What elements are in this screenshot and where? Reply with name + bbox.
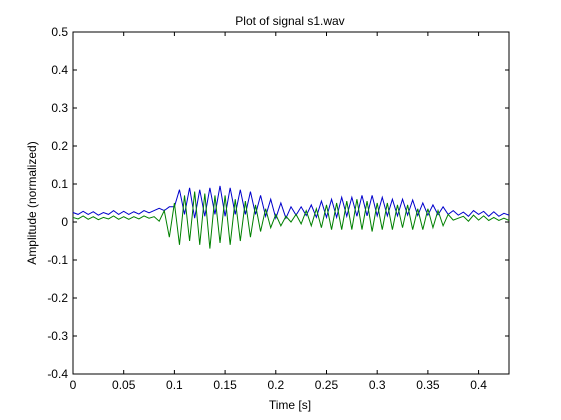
y-tick-label: -0.4 bbox=[47, 367, 68, 381]
x-tick-label: 0.25 bbox=[315, 378, 339, 392]
x-tick-label: 0.1 bbox=[166, 378, 183, 392]
y-tick-label: 0.5 bbox=[51, 25, 68, 39]
plot-area bbox=[72, 31, 510, 375]
signal-blue-line bbox=[72, 185, 510, 220]
x-tick-label: 0.2 bbox=[267, 378, 284, 392]
y-tick-label: 0.3 bbox=[51, 101, 68, 115]
x-tick-label: 0 bbox=[70, 378, 77, 392]
signal-green-line bbox=[72, 191, 510, 249]
x-tick-label: 0.4 bbox=[470, 378, 487, 392]
y-tick-label: 0.1 bbox=[51, 177, 68, 191]
y-tick-label: 0.4 bbox=[51, 63, 68, 77]
series-layer bbox=[72, 185, 510, 249]
y-tick-label: 0 bbox=[61, 215, 68, 229]
x-tick-label: 0.15 bbox=[213, 378, 237, 392]
y-tick-label: -0.2 bbox=[47, 291, 68, 305]
y-tick-label: 0.2 bbox=[51, 139, 68, 153]
y-tick-label: -0.3 bbox=[47, 329, 68, 343]
x-tick-label: 0.35 bbox=[416, 378, 440, 392]
chart-title: Plot of signal s1.wav bbox=[235, 14, 344, 28]
x-axis-label: Time [s] bbox=[269, 398, 311, 412]
x-tick-label: 0.05 bbox=[112, 378, 136, 392]
tick-layer: 0 0.05 0.1 0.15 0.2 0.25 0.3 0.35 0.4 -0.4 -0.3 -0.… bbox=[47, 25, 509, 392]
y-tick-label: -0.1 bbox=[47, 253, 68, 267]
x-tick-label: 0.3 bbox=[369, 378, 386, 392]
y-axis-label: Amplitude (normalized) bbox=[25, 141, 39, 264]
